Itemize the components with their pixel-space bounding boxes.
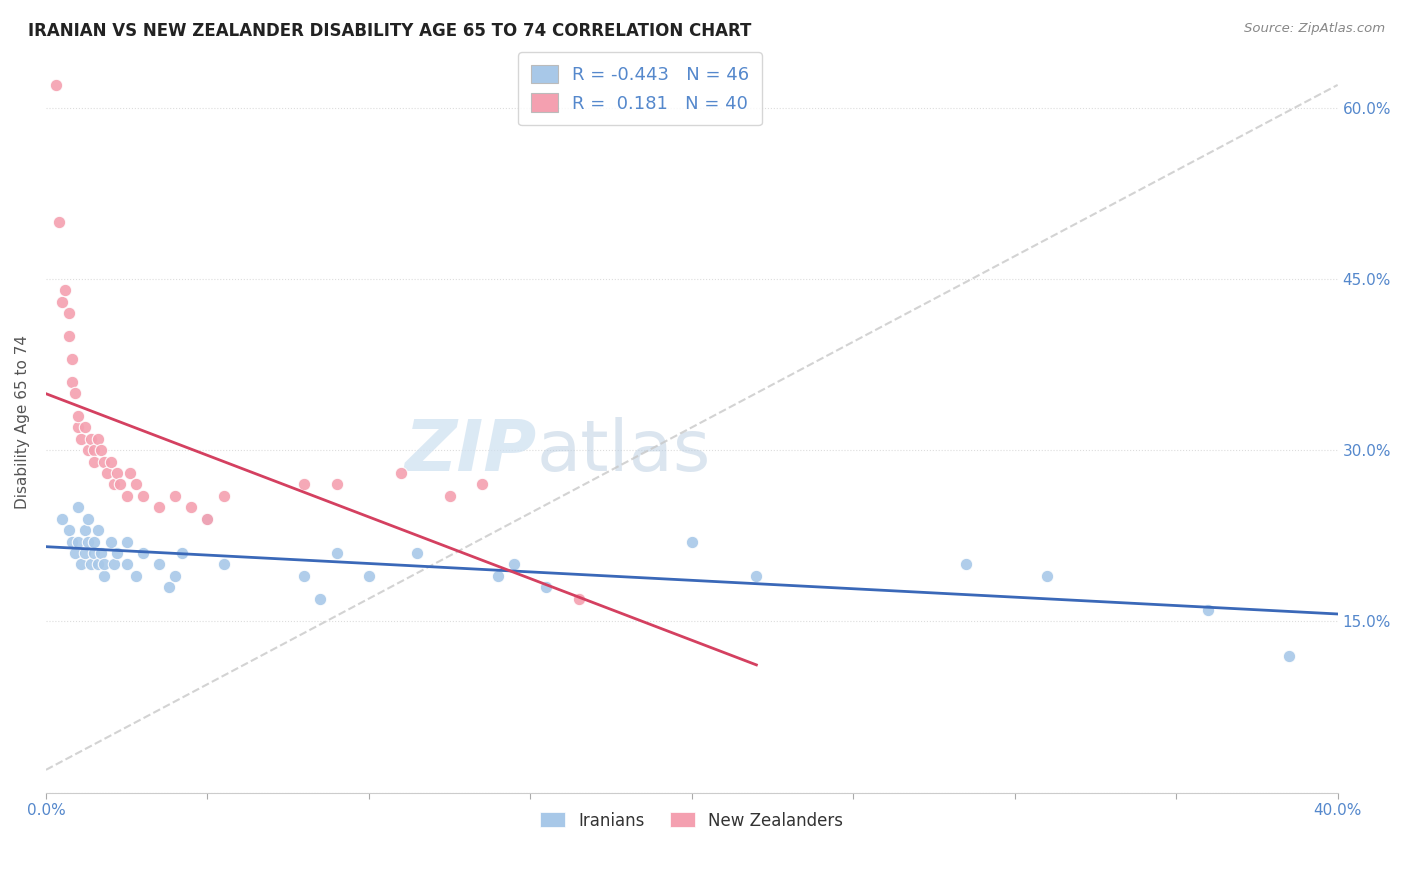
Point xyxy=(681,534,703,549)
Point xyxy=(132,489,155,503)
Point xyxy=(165,568,187,582)
Y-axis label: Disability Age 65 to 74: Disability Age 65 to 74 xyxy=(15,334,30,508)
Point xyxy=(197,511,219,525)
Point xyxy=(63,386,86,401)
Point xyxy=(212,558,235,572)
Point xyxy=(212,489,235,503)
Point xyxy=(955,558,977,572)
Point xyxy=(1198,603,1220,617)
Point xyxy=(165,489,187,503)
Point xyxy=(157,580,180,594)
Text: ZIP: ZIP xyxy=(405,417,537,486)
Point xyxy=(73,546,96,560)
Text: IRANIAN VS NEW ZEALANDER DISABILITY AGE 65 TO 74 CORRELATION CHART: IRANIAN VS NEW ZEALANDER DISABILITY AGE … xyxy=(28,22,751,40)
Point xyxy=(93,558,115,572)
Point xyxy=(486,568,509,582)
Point xyxy=(58,329,80,343)
Point xyxy=(148,500,170,515)
Point xyxy=(77,511,100,525)
Point xyxy=(309,591,332,606)
Text: Source: ZipAtlas.com: Source: ZipAtlas.com xyxy=(1244,22,1385,36)
Point xyxy=(80,558,103,572)
Point xyxy=(197,511,219,525)
Point xyxy=(103,558,125,572)
Point xyxy=(67,420,90,434)
Point xyxy=(63,546,86,560)
Point xyxy=(93,568,115,582)
Legend: Iranians, New Zealanders: Iranians, New Zealanders xyxy=(534,805,851,837)
Point xyxy=(180,500,202,515)
Point xyxy=(83,546,105,560)
Point xyxy=(471,477,494,491)
Point xyxy=(125,477,148,491)
Point xyxy=(1036,568,1059,582)
Point xyxy=(48,215,70,229)
Point xyxy=(115,558,138,572)
Point xyxy=(70,432,93,446)
Point xyxy=(67,534,90,549)
Point xyxy=(439,489,461,503)
Point xyxy=(148,558,170,572)
Point xyxy=(93,455,115,469)
Point xyxy=(1278,648,1301,663)
Point xyxy=(536,580,558,594)
Point xyxy=(67,409,90,423)
Point xyxy=(389,466,412,480)
Point xyxy=(292,477,315,491)
Point xyxy=(115,534,138,549)
Point xyxy=(406,546,429,560)
Point xyxy=(115,489,138,503)
Point xyxy=(73,523,96,537)
Point xyxy=(100,455,122,469)
Point xyxy=(58,523,80,537)
Point xyxy=(90,443,112,458)
Point xyxy=(110,477,132,491)
Point xyxy=(51,511,73,525)
Point xyxy=(325,477,347,491)
Point xyxy=(60,534,83,549)
Point xyxy=(292,568,315,582)
Point xyxy=(170,546,193,560)
Point xyxy=(86,558,108,572)
Point xyxy=(86,523,108,537)
Point xyxy=(132,546,155,560)
Point xyxy=(325,546,347,560)
Point xyxy=(80,432,103,446)
Point xyxy=(67,500,90,515)
Point xyxy=(83,443,105,458)
Point xyxy=(83,534,105,549)
Point xyxy=(53,284,76,298)
Point xyxy=(96,466,118,480)
Point xyxy=(103,477,125,491)
Point xyxy=(745,568,768,582)
Point xyxy=(51,294,73,309)
Point xyxy=(77,534,100,549)
Point xyxy=(86,432,108,446)
Point xyxy=(125,568,148,582)
Point xyxy=(503,558,526,572)
Point xyxy=(568,591,591,606)
Point xyxy=(83,455,105,469)
Point xyxy=(45,78,67,92)
Point xyxy=(73,420,96,434)
Point xyxy=(60,375,83,389)
Point xyxy=(105,546,128,560)
Point xyxy=(77,443,100,458)
Point xyxy=(90,546,112,560)
Point xyxy=(100,534,122,549)
Text: atlas: atlas xyxy=(537,417,711,486)
Point xyxy=(118,466,141,480)
Point xyxy=(357,568,380,582)
Point xyxy=(58,306,80,320)
Point xyxy=(105,466,128,480)
Point xyxy=(60,351,83,366)
Point xyxy=(70,558,93,572)
